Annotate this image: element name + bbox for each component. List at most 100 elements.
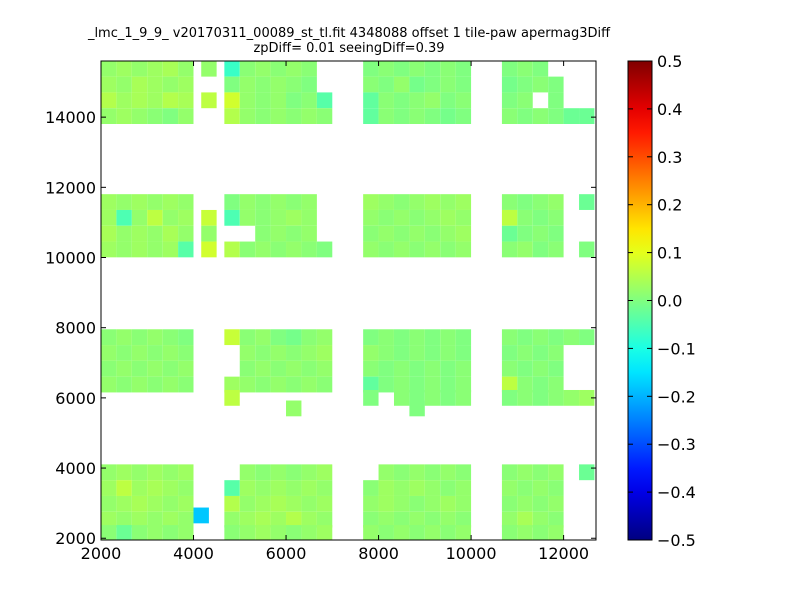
heatmap-cell	[563, 329, 579, 346]
heatmap-cell	[517, 76, 533, 93]
heatmap-cell	[116, 511, 132, 528]
heatmap-cell	[316, 92, 333, 109]
heatmap-cell	[579, 108, 595, 124]
heatmap-cell	[501, 360, 518, 377]
heatmap-cell	[316, 108, 333, 124]
heatmap-cell	[270, 345, 287, 361]
heatmap-cell	[424, 61, 441, 77]
heatmap-cell	[409, 92, 425, 109]
heatmap-cell	[147, 194, 163, 210]
heatmap-cell	[162, 329, 179, 346]
heatmap-cell	[286, 376, 302, 393]
heatmap-cell	[116, 376, 132, 393]
heatmap-cell	[409, 464, 425, 481]
heatmap-cell	[424, 345, 441, 361]
heatmap-cell	[393, 389, 410, 406]
heatmap-cell	[301, 76, 317, 93]
heatmap-cell	[255, 61, 271, 77]
heatmap-cell	[532, 511, 549, 528]
heatmap-cell	[131, 76, 148, 93]
colorbar-tick-label: 0.4	[657, 100, 682, 119]
heatmap-cell	[255, 329, 271, 346]
heatmap-cell	[393, 360, 410, 377]
heatmap-cell	[532, 345, 549, 361]
heatmap-cell	[363, 61, 379, 77]
heatmap-cell	[393, 376, 410, 393]
heatmap-cell	[455, 92, 472, 109]
heatmap-cell	[101, 225, 117, 242]
heatmap-cell	[178, 76, 194, 93]
y-tick-label: 12000	[45, 178, 96, 197]
heatmap-cell	[455, 209, 472, 226]
heatmap-cell	[162, 241, 179, 258]
heatmap-cell	[255, 108, 271, 124]
colorbar-tick-label: −0.3	[657, 435, 696, 454]
heatmap-cell	[501, 108, 518, 124]
heatmap-cell	[116, 525, 132, 540]
heatmap-cell	[393, 209, 410, 226]
heatmap-cell	[378, 76, 394, 93]
heatmap-cell	[517, 511, 533, 528]
heatmap-cell	[178, 329, 194, 346]
heatmap-cell	[201, 92, 217, 109]
heatmap-cell	[101, 525, 117, 540]
heatmap-cell	[178, 92, 194, 109]
heatmap-cell	[440, 464, 456, 481]
heatmap-cell	[378, 108, 394, 124]
heatmap-cell	[147, 376, 163, 393]
colorbar-tick-label: 0.2	[657, 196, 682, 215]
heatmap-cell	[393, 76, 410, 93]
heatmap-cell	[286, 108, 302, 124]
heatmap-cell	[178, 495, 194, 512]
heatmap-cell	[363, 376, 379, 393]
heatmap-cell	[239, 241, 256, 258]
x-tick-label: 4000	[173, 544, 214, 563]
heatmap-cell	[147, 495, 163, 512]
heatmap-cell	[224, 108, 240, 124]
heatmap-cell	[178, 241, 194, 258]
heatmap-cell	[116, 209, 132, 226]
heatmap-cell	[286, 76, 302, 93]
heatmap-cell	[579, 241, 595, 258]
heatmap-cell	[440, 376, 456, 393]
heatmap-cell	[378, 376, 394, 393]
heatmap-cell	[270, 92, 287, 109]
heatmap-cell	[393, 241, 410, 258]
heatmap-cell	[363, 389, 379, 406]
heatmap-cell	[255, 495, 271, 512]
heatmap-cell	[548, 241, 564, 258]
heatmap-cell	[440, 92, 456, 109]
heatmap-cell	[316, 495, 333, 512]
heatmap-cell	[270, 108, 287, 124]
heatmap-cell	[378, 345, 394, 361]
heatmap-cell	[424, 525, 441, 540]
heatmap-cell	[270, 360, 287, 377]
heatmap-cell	[131, 525, 148, 540]
heatmap-cell	[455, 194, 472, 210]
heatmap-cell	[424, 464, 441, 481]
heatmap-cell	[178, 108, 194, 124]
heatmap-cell	[147, 480, 163, 496]
heatmap-cell	[424, 376, 441, 393]
heatmap-cell	[239, 209, 256, 226]
heatmap-cell	[147, 108, 163, 124]
heatmap-cell	[286, 480, 302, 496]
heatmap-cell	[101, 329, 117, 346]
heatmap-cell	[255, 76, 271, 93]
heatmap-cell	[378, 329, 394, 346]
heatmap-cell	[517, 92, 533, 109]
heatmap-cell	[193, 507, 209, 524]
heatmap-cell	[501, 241, 518, 258]
heatmap-cell	[116, 241, 132, 258]
heatmap-cell	[455, 345, 472, 361]
heatmap-cell	[286, 511, 302, 528]
heatmap-cell	[270, 225, 287, 242]
heatmap-cell	[440, 480, 456, 496]
colorbar-tick-label: 0.0	[657, 292, 682, 311]
heatmap-cell	[286, 61, 302, 77]
heatmap-cell	[424, 108, 441, 124]
heatmap-cell	[224, 480, 240, 496]
heatmap-cell	[424, 511, 441, 528]
heatmap-cell	[239, 495, 256, 512]
